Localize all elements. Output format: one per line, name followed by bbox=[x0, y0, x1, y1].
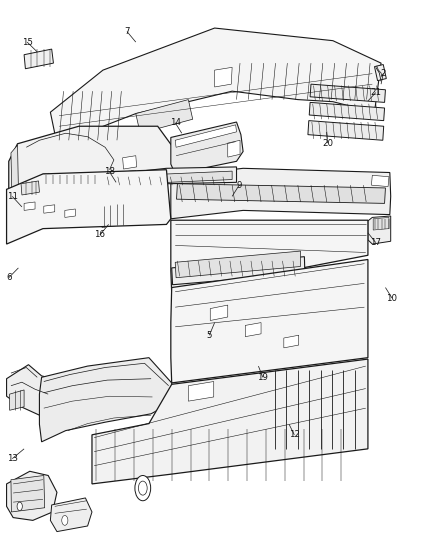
Text: 6: 6 bbox=[6, 273, 11, 282]
Circle shape bbox=[135, 475, 151, 500]
Polygon shape bbox=[24, 49, 53, 69]
Polygon shape bbox=[310, 84, 385, 102]
Polygon shape bbox=[123, 156, 137, 169]
Polygon shape bbox=[373, 217, 389, 230]
Polygon shape bbox=[215, 67, 232, 87]
Polygon shape bbox=[188, 382, 214, 401]
Polygon shape bbox=[11, 475, 45, 512]
Text: 16: 16 bbox=[94, 230, 106, 239]
Polygon shape bbox=[92, 359, 368, 484]
Polygon shape bbox=[123, 171, 136, 178]
Polygon shape bbox=[308, 120, 384, 140]
Polygon shape bbox=[371, 175, 389, 187]
Text: 17: 17 bbox=[370, 238, 381, 247]
Polygon shape bbox=[107, 199, 123, 212]
Polygon shape bbox=[172, 257, 305, 285]
Polygon shape bbox=[228, 140, 240, 157]
Polygon shape bbox=[50, 28, 381, 144]
Text: 10: 10 bbox=[386, 294, 398, 303]
Polygon shape bbox=[102, 167, 237, 191]
Text: 14: 14 bbox=[170, 118, 181, 127]
Polygon shape bbox=[11, 145, 18, 192]
Polygon shape bbox=[245, 322, 261, 337]
Polygon shape bbox=[136, 100, 193, 133]
Polygon shape bbox=[171, 122, 243, 174]
Polygon shape bbox=[39, 358, 172, 442]
Polygon shape bbox=[105, 171, 232, 185]
Polygon shape bbox=[65, 209, 75, 217]
Polygon shape bbox=[10, 390, 24, 410]
Polygon shape bbox=[50, 498, 92, 531]
Polygon shape bbox=[43, 173, 49, 187]
Polygon shape bbox=[95, 173, 102, 187]
Polygon shape bbox=[7, 471, 57, 520]
Polygon shape bbox=[43, 174, 102, 185]
Polygon shape bbox=[175, 251, 300, 278]
Polygon shape bbox=[309, 102, 385, 120]
Text: 15: 15 bbox=[21, 38, 33, 46]
Circle shape bbox=[138, 481, 147, 495]
Text: 21: 21 bbox=[370, 88, 381, 97]
Polygon shape bbox=[24, 202, 35, 211]
Polygon shape bbox=[171, 220, 368, 293]
Circle shape bbox=[17, 502, 22, 511]
Polygon shape bbox=[171, 168, 391, 219]
Text: 12: 12 bbox=[289, 430, 300, 439]
Polygon shape bbox=[210, 305, 228, 320]
Polygon shape bbox=[107, 211, 123, 219]
Polygon shape bbox=[105, 202, 114, 209]
Polygon shape bbox=[374, 64, 386, 80]
Text: 19: 19 bbox=[258, 373, 268, 382]
Polygon shape bbox=[175, 125, 237, 147]
Polygon shape bbox=[7, 365, 79, 419]
Circle shape bbox=[62, 515, 68, 526]
Text: 2: 2 bbox=[381, 69, 386, 78]
Polygon shape bbox=[44, 205, 55, 213]
Text: 20: 20 bbox=[322, 139, 333, 148]
Polygon shape bbox=[171, 260, 368, 383]
Text: 13: 13 bbox=[7, 454, 18, 463]
Text: 11: 11 bbox=[7, 192, 18, 201]
Polygon shape bbox=[21, 181, 39, 195]
Text: 7: 7 bbox=[124, 27, 130, 36]
Polygon shape bbox=[368, 216, 391, 244]
Polygon shape bbox=[177, 184, 385, 204]
Text: 5: 5 bbox=[207, 331, 212, 340]
Text: 9: 9 bbox=[236, 181, 241, 190]
Text: 18: 18 bbox=[104, 167, 115, 176]
Polygon shape bbox=[102, 204, 125, 227]
Polygon shape bbox=[7, 169, 171, 244]
Polygon shape bbox=[9, 126, 173, 198]
Polygon shape bbox=[284, 335, 299, 348]
